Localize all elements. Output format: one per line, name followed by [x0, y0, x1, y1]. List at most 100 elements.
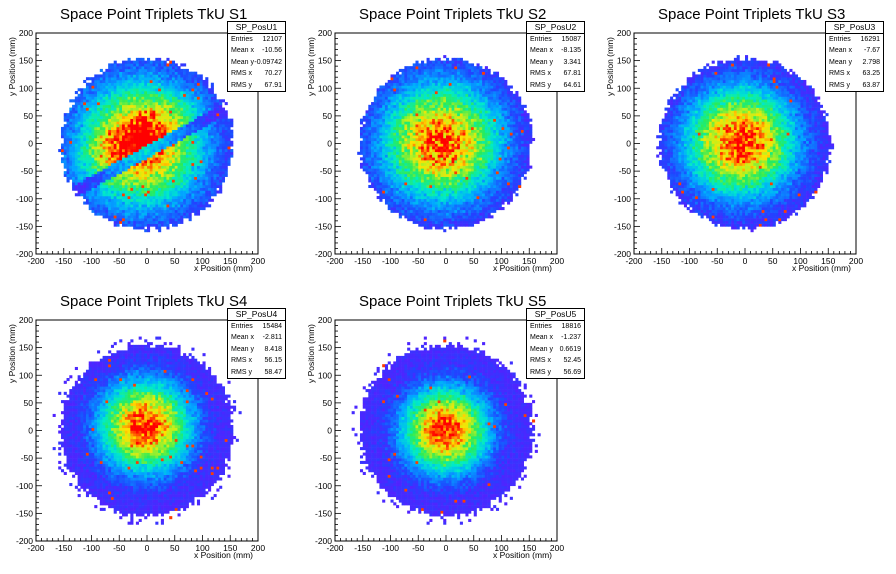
- heatmap-cell: [384, 118, 389, 122]
- heatmap-cell: [144, 184, 148, 188]
- heatmap-cell: [63, 146, 67, 150]
- heatmap-cell: [94, 113, 98, 117]
- heatmap-cell: [457, 218, 461, 222]
- heatmap-cell: [144, 143, 148, 147]
- heatmap-cell: [409, 135, 413, 139]
- heatmap-cell: [60, 149, 65, 153]
- heatmap-cell: [94, 184, 98, 188]
- heatmap-cell: [180, 104, 184, 108]
- heatmap-cell: [404, 132, 408, 136]
- heatmap-cell: [108, 162, 112, 166]
- heatmap-cell: [409, 118, 413, 122]
- heatmap-cell: [169, 135, 173, 139]
- heatmap-cell: [124, 77, 128, 81]
- heatmap-cell: [108, 96, 112, 100]
- heatmap-cell: [110, 201, 114, 205]
- heatmap-cell: [166, 126, 170, 130]
- heatmap-cell: [135, 107, 139, 111]
- heatmap-cell: [171, 129, 176, 133]
- heatmap-cell: [124, 184, 128, 188]
- heatmap-cell: [116, 71, 120, 75]
- heatmap-cell: [390, 99, 394, 103]
- heatmap-cell: [409, 79, 413, 84]
- heatmap-cell: [448, 129, 452, 133]
- heatmap-cell: [166, 195, 170, 200]
- heatmap-cell: [221, 160, 225, 164]
- heatmap-cell: [152, 126, 156, 130]
- heatmap-cell: [102, 173, 106, 177]
- heatmap-cell: [177, 209, 181, 213]
- heatmap-cell: [99, 165, 103, 169]
- heatmap-cell: [91, 157, 95, 161]
- heatmap-cell: [404, 102, 408, 106]
- heatmap-cell: [130, 74, 134, 78]
- heatmap-cell: [407, 184, 411, 188]
- heatmap-cell: [382, 151, 386, 155]
- heatmap-cell: [113, 104, 117, 108]
- heatmap-cell: [205, 135, 209, 139]
- heatmap-cell: [429, 173, 433, 177]
- heatmap-cell: [371, 176, 375, 180]
- heatmap-cell: [169, 215, 173, 219]
- heatmap-cell: [448, 184, 452, 188]
- heatmap-cell: [432, 184, 436, 188]
- heatmap-cell: [116, 88, 120, 92]
- heatmap-cell: [434, 157, 438, 161]
- heatmap-cell: [80, 132, 84, 136]
- heatmap-cell: [163, 204, 167, 208]
- heatmap-cell: [130, 115, 134, 119]
- heatmap-cell: [113, 154, 117, 158]
- heatmap-cell: [412, 157, 416, 161]
- heatmap-cell: [141, 71, 145, 75]
- heatmap-cell: [454, 212, 458, 216]
- heatmap-cell: [158, 60, 162, 64]
- heatmap-cell: [66, 176, 70, 180]
- heatmap-cell: [423, 157, 427, 161]
- heatmap-cell: [188, 193, 192, 197]
- heatmap-cell: [188, 107, 192, 111]
- heatmap-cell: [149, 215, 153, 219]
- heatmap-cell: [191, 168, 195, 172]
- heatmap-cell: [373, 124, 377, 128]
- heatmap-cell: [85, 179, 90, 183]
- heatmap-cell: [72, 132, 76, 136]
- heatmap-cell: [155, 135, 159, 139]
- heatmap-cell: [102, 182, 106, 186]
- heatmap-cell: [171, 184, 176, 188]
- heatmap-cell: [185, 126, 189, 130]
- heatmap-cell: [158, 137, 162, 142]
- heatmap-cell: [124, 132, 128, 136]
- heatmap-cell: [155, 66, 159, 70]
- heatmap-cell: [415, 215, 419, 219]
- heatmap-cell: [437, 135, 441, 139]
- heatmap-cell: [373, 140, 377, 144]
- heatmap-cell: [451, 207, 455, 211]
- heatmap-cell: [166, 110, 170, 114]
- heatmap-cell: [77, 176, 81, 180]
- heatmap-cell: [401, 162, 405, 166]
- heatmap-cell: [166, 171, 170, 175]
- heatmap-cell: [396, 173, 400, 177]
- heatmap-cell: [216, 110, 220, 114]
- heatmap-cell: [124, 113, 128, 117]
- heatmap-cell: [404, 160, 408, 164]
- heatmap-cell: [459, 115, 463, 119]
- heatmap-cell: [418, 154, 422, 158]
- heatmap-cell: [216, 190, 220, 194]
- heatmap-cell: [163, 157, 167, 161]
- heatmap-cell: [97, 146, 101, 150]
- heatmap-cell: [177, 82, 181, 86]
- heatmap-cell: [451, 102, 455, 106]
- heatmap-cell: [185, 207, 189, 211]
- heatmap-cell: [171, 124, 176, 128]
- heatmap-cell: [83, 168, 87, 172]
- heatmap-cell: [412, 212, 416, 216]
- heatmap-cell: [94, 137, 98, 142]
- heatmap-cell: [188, 121, 192, 125]
- heatmap-cell: [457, 74, 461, 78]
- heatmap-cell: [396, 124, 400, 128]
- heatmap-cell: [127, 121, 131, 125]
- heatmap-cell: [443, 154, 447, 158]
- heatmap-cell: [174, 223, 178, 227]
- heatmap-cell: [446, 193, 450, 197]
